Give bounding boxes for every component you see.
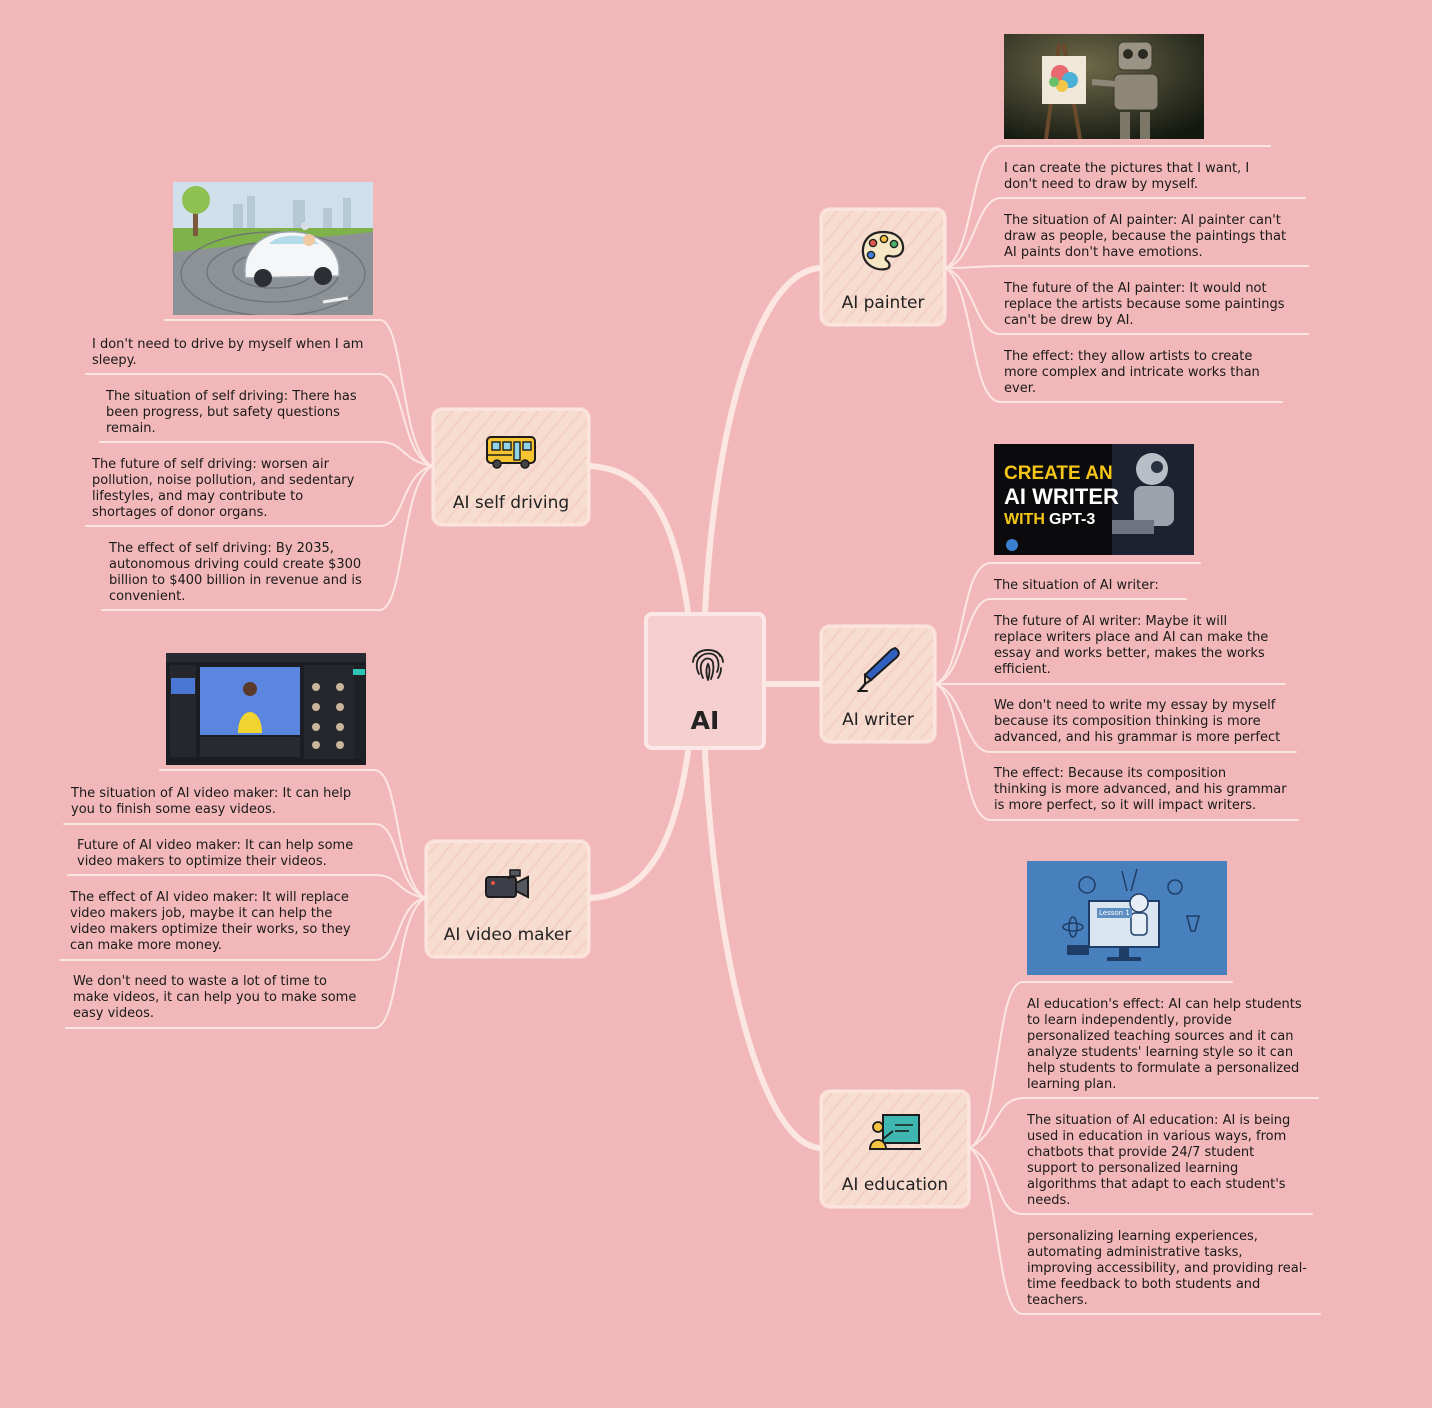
ai-video-maker-image [166, 653, 366, 765]
writer-note-3: We don't need to write my essay by mysel… [994, 698, 1281, 745]
self-driving-note-1: I don't need to drive by myself when I a… [92, 337, 364, 368]
central-topic-ai[interactable]: AI [644, 612, 766, 750]
fingerprint-icon [690, 642, 726, 686]
banner-line-1: CREATE AN [1004, 463, 1113, 484]
topic-label: AI education [841, 1175, 949, 1195]
self-driving-note-2: The situation of self driving: There has… [106, 389, 357, 436]
ai-education-image: Lesson 1 [1027, 861, 1227, 975]
banner-line-3a: WITH [1004, 511, 1045, 528]
topic-ai-writer[interactable]: AI writer [820, 625, 936, 743]
education-note-2: The situation of AI education: AI is bei… [1027, 1113, 1291, 1208]
painter-note-4: The effect: they allow artists to create… [1004, 349, 1260, 396]
topic-label: AI video maker [443, 925, 572, 945]
pen-icon [853, 644, 903, 698]
topic-label: AI self driving [452, 493, 570, 513]
education-note-1: AI education's effect: AI can help stude… [1027, 997, 1302, 1092]
palette-icon [860, 229, 906, 277]
ai-writer-banner-image: CREATE AN AI WRITER WITH GPT-3 [994, 444, 1194, 555]
topic-label: AI writer [842, 710, 914, 730]
topic-ai-video-maker[interactable]: AI video maker [425, 840, 590, 958]
topic-ai-painter[interactable]: AI painter [820, 208, 946, 326]
education-note-3: personalizing learning experiences, autom… [1027, 1229, 1308, 1308]
banner-line-2: AI WRITER [1004, 484, 1119, 509]
self-driving-car-image [173, 182, 373, 315]
video-maker-note-2: Future of AI video maker: It can help so… [77, 838, 354, 869]
central-topic-label: AI [690, 706, 720, 735]
robot-painter-image [1004, 34, 1204, 139]
topic-label: AI painter [841, 293, 925, 313]
video-camera-icon [484, 867, 532, 905]
video-maker-note-3: The effect of AI video maker: It will re… [70, 890, 351, 953]
painter-note-3: The future of the AI painter: It would n… [1004, 281, 1285, 328]
painter-note-1: I can create the pictures that I want, I… [1004, 161, 1250, 192]
video-maker-note-1: The situation of AI video maker: It can … [71, 786, 352, 817]
writer-note-1: The situation of AI writer: [994, 578, 1159, 593]
writer-note-2: The future of AI writer: Maybe it will re… [994, 614, 1269, 677]
bus-icon [484, 433, 538, 475]
topic-ai-education[interactable]: AI education [820, 1090, 970, 1208]
writer-note-4: The effect: Because its composition think… [994, 766, 1287, 813]
lesson-screen-text: Lesson 1 [1097, 908, 1132, 918]
banner-line-3b: GPT-3 [1049, 511, 1096, 528]
video-maker-note-4: We don't need to waste a lot of time to m… [73, 974, 357, 1021]
self-driving-note-4: The effect of self driving: By 2035, auto… [109, 541, 362, 604]
teacher-icon [869, 1113, 921, 1155]
topic-ai-self-driving[interactable]: AI self driving [432, 408, 590, 526]
painter-note-2: The situation of AI painter: AI painter … [1004, 213, 1287, 260]
self-driving-note-3: The future of self driving: worsen air po… [92, 457, 355, 520]
